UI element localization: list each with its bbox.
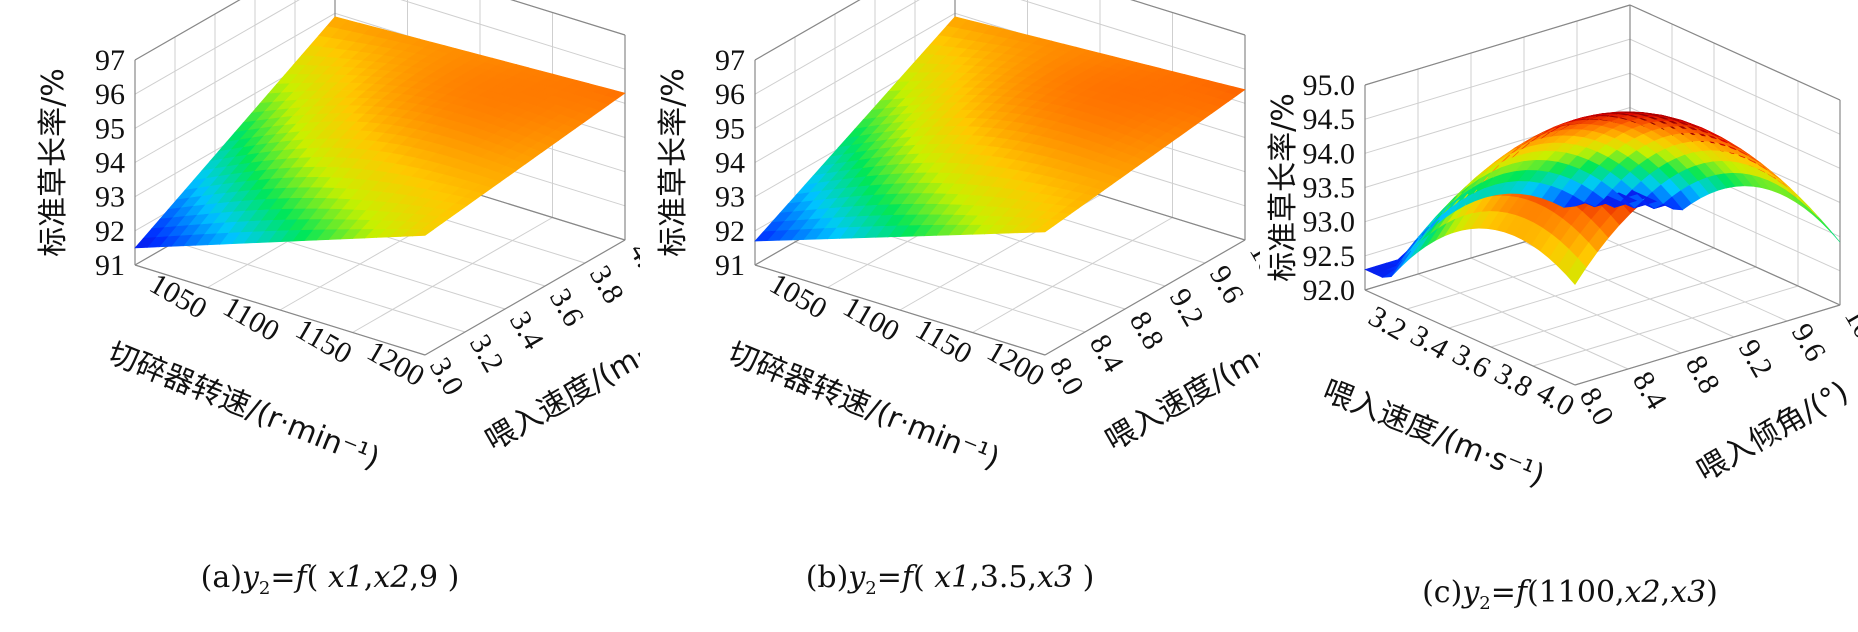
chart-panel-c: 92.0 92.5 93.0 93.5 94.0 94.5 95.0 3.2 3.4 3.6 3.8… <box>1260 0 1858 632</box>
z-tick-label: 94 <box>95 147 125 180</box>
y-tick-label: 9.6 <box>1785 318 1832 367</box>
chart-panel-b: 91 92 93 94 95 96 97 1050 1100 1150 1200 8.0 8.4 8.8 9… <box>640 0 1260 632</box>
z-tick-label: 95 <box>715 112 745 145</box>
axis-frame <box>1364 4 1841 386</box>
surface <box>134 16 626 249</box>
y-tick-label: 9.6 <box>1203 260 1250 309</box>
y-tick-label: 8.4 <box>1083 329 1130 378</box>
x-tick-label: 1150 <box>290 313 358 371</box>
y-tick-label: 10.0 <box>1838 302 1858 364</box>
y-tick-label: 9.2 <box>1732 334 1779 383</box>
z-axis-label: 标准草长率/% <box>1266 93 1301 282</box>
surface <box>1364 111 1841 286</box>
y-axis-label: 喂入倾角/(°) <box>1691 374 1854 489</box>
y-tick-label: 3.6 <box>543 283 590 332</box>
z-tick-label: 94.0 <box>1303 137 1356 170</box>
z-tick-label: 96 <box>715 78 745 111</box>
x-tick-label: 3.2 <box>1363 300 1412 347</box>
y-tick-label: 3.2 <box>463 329 510 378</box>
z-tick-label: 96 <box>95 78 125 111</box>
z-axis-label: 标准草长率/% <box>656 68 691 257</box>
x-tick-label: 1050 <box>764 267 832 326</box>
x-tick-label: 1100 <box>217 290 285 348</box>
x-tick-label: 3.4 <box>1405 319 1454 366</box>
z-axis-label: 标准草长率/% <box>36 68 71 257</box>
y-tick-label: 8.0 <box>1573 382 1620 431</box>
z-tick-label: 97 <box>715 44 745 77</box>
x-tick-label: 1150 <box>910 313 978 371</box>
z-tick-label: 92 <box>95 215 125 248</box>
y-tick-label: 8.0 <box>1043 352 1090 401</box>
caption-a: (a)y2=f( x1,x2,9 ) <box>200 560 460 599</box>
y-tick-label: 4.0 <box>623 237 640 286</box>
surface <box>754 16 1246 242</box>
z-tick-label: 97 <box>95 44 125 77</box>
z-tick-label: 94 <box>715 147 745 180</box>
y-tick-label: 3.0 <box>423 352 470 401</box>
x-tick-label: 1200 <box>362 334 430 393</box>
caption-b: (b)y2=f( x1,3.5,x3 ) <box>805 560 1095 599</box>
z-tick-label: 93.5 <box>1303 172 1356 205</box>
z-tick-label: 93 <box>95 181 125 214</box>
z-tick-label: 94.5 <box>1303 103 1356 136</box>
x-tick-label: 1200 <box>982 334 1050 393</box>
y-tick-label: 3.8 <box>583 260 630 309</box>
z-tick-label: 92 <box>715 215 745 248</box>
x-tick-label: 3.8 <box>1489 357 1538 404</box>
y-axis-label: 喂入速度/(m·s⁻¹) <box>479 310 640 458</box>
x-tick-label: 1050 <box>144 267 212 326</box>
y-tick-label: 8.8 <box>1123 306 1170 355</box>
chart-panel-a: 91 92 93 94 95 96 97 1050 1100 1150 1200 3.0 3.2 3.4 3… <box>20 0 640 632</box>
x-tick-label: 3.6 <box>1447 338 1496 385</box>
surface-plot: 92.092.593.093.594.094.595.0 3.23.43.63.8… <box>1266 4 1858 494</box>
x-tick-label: 4.0 <box>1531 376 1580 423</box>
z-tick-label: 93.0 <box>1303 206 1356 239</box>
caption-c: (c)y2=f(1100,x2,x3) <box>1422 575 1718 614</box>
z-tick-label: 91 <box>715 249 745 282</box>
y-tick-label: 8.8 <box>1679 350 1726 399</box>
z-tick-label: 95 <box>95 112 125 145</box>
z-tick-label: 93 <box>715 181 745 214</box>
y-tick-label: 9.2 <box>1163 283 1210 332</box>
x-tick-label: 1100 <box>837 290 905 348</box>
z-tick-label: 91 <box>95 249 125 282</box>
z-tick-label: 92.5 <box>1303 240 1356 273</box>
y-tick-label: 3.4 <box>503 306 550 355</box>
z-tick-label: 92.0 <box>1303 274 1356 307</box>
z-tick-label: 95.0 <box>1303 69 1356 102</box>
y-tick-label: 8.4 <box>1626 366 1673 415</box>
y-axis-label: 喂入速度/(m·s⁻¹) <box>1099 310 1260 458</box>
